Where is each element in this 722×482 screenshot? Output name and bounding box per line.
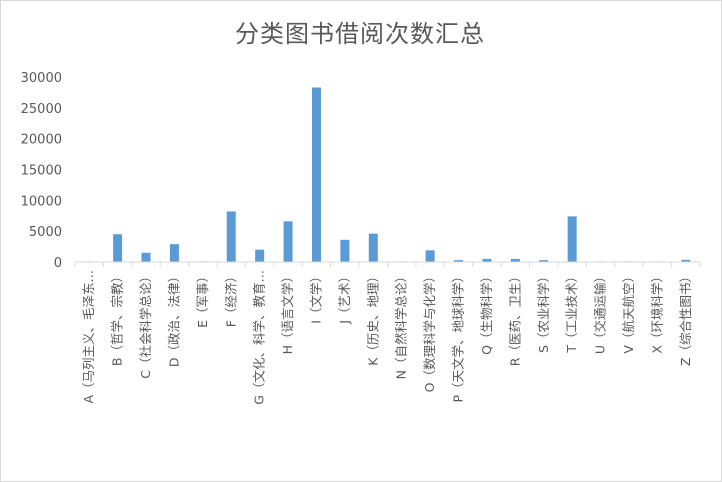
bar (283, 221, 293, 262)
bar (255, 249, 265, 262)
x-ticks (74, 262, 701, 267)
x-category-label: P（天文学、地球科学） (451, 270, 466, 403)
bar (368, 233, 378, 262)
x-category-label: G（文化、科学、教育… (252, 270, 267, 405)
bar (425, 250, 435, 262)
bar (113, 234, 123, 262)
bar (510, 258, 520, 262)
bar (226, 211, 236, 262)
x-category-label: O（数理科学与化学） (422, 270, 437, 392)
bar (454, 260, 464, 262)
x-category-label: I（文学） (308, 270, 323, 324)
x-category-label: Z（综合性图书） (678, 270, 693, 366)
x-category-labels: A（马列主义、毛泽东… B（哲学、宗教） C（社会科学总论） D（政治、法律） E（军事… (81, 270, 693, 405)
x-category-label: E（军事） (195, 270, 210, 328)
x-category-label: B（哲学、宗教） (110, 270, 125, 366)
x-category-label: D（政治、法律） (166, 270, 181, 367)
y-tick-label: 30000 (21, 71, 62, 86)
bar (539, 260, 549, 262)
x-category-label: N（自然科学总论） (394, 270, 409, 379)
x-category-label: V（航天航空） (621, 270, 636, 354)
bar (340, 239, 350, 262)
x-category-label: X（环境科学） (649, 270, 664, 354)
x-category-label: U（交通运输） (593, 270, 608, 354)
y-tick-label: 10000 (21, 194, 62, 209)
bar (141, 252, 151, 262)
x-category-label: T（工业技术） (564, 270, 579, 354)
bars (84, 87, 691, 262)
x-category-label: Q（生物科学） (479, 270, 494, 355)
chart-title: 分类图书借阅次数汇总 (235, 20, 485, 48)
bar (311, 87, 321, 262)
y-tick-label: 25000 (21, 102, 62, 117)
x-category-label: S（农业科学） (536, 270, 551, 353)
x-category-label: H（语言文学） (280, 270, 295, 354)
x-category-label: R（医药、卫生） (507, 270, 522, 366)
y-tick-label: 20000 (21, 133, 62, 148)
x-category-label: F（经济） (223, 270, 238, 327)
y-tick-label: 0 (54, 256, 62, 271)
x-category-label: J（艺术） (337, 270, 352, 325)
x-category-label: C（社会科学总论） (138, 270, 153, 379)
y-tick-label: 15000 (21, 164, 62, 179)
bar (567, 216, 577, 262)
x-category-label: A（马列主义、毛泽东… (81, 270, 96, 404)
y-axis-labels: 0 5000 10000 15000 20000 25000 30000 (21, 71, 62, 271)
y-tick-label: 5000 (29, 225, 62, 240)
bar (482, 258, 492, 262)
bar (681, 259, 691, 262)
bar (169, 244, 179, 262)
x-category-label: K（历史、地理） (365, 270, 380, 366)
